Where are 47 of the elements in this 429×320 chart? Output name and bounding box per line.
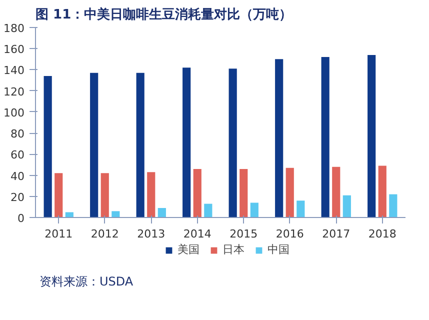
bar	[112, 211, 120, 218]
y-tick-label: 40	[10, 170, 25, 183]
bar	[389, 194, 398, 218]
bar	[250, 202, 258, 218]
y-tick-label: 120	[4, 85, 25, 98]
bar	[275, 59, 284, 218]
x-tick-label: 2017	[322, 228, 350, 240]
x-tick-label: 2018	[368, 228, 396, 240]
bar	[368, 54, 376, 218]
bar	[136, 72, 144, 218]
bar	[228, 68, 237, 218]
bar	[332, 166, 340, 218]
y-tick-label: 20	[10, 190, 25, 204]
bar	[158, 208, 166, 218]
legend-label: 日本	[222, 242, 244, 257]
y-tick-label: 140	[4, 64, 25, 78]
chart-title: 图 11：中美日咖啡生豆消耗量对比（万吨）	[36, 6, 292, 22]
bar	[147, 172, 156, 218]
x-tick-label: 2014	[183, 228, 212, 240]
bar	[342, 195, 351, 218]
legend-label: 中国	[268, 242, 290, 257]
x-tick-label: 2015	[230, 228, 258, 240]
y-tick-label: 60	[10, 148, 25, 162]
x-tick-label: 2012	[90, 228, 119, 240]
bar	[65, 212, 74, 218]
text: 资料来源：USDA	[40, 274, 134, 288]
bar	[100, 173, 109, 218]
x-tick-label: 2013	[137, 228, 166, 240]
bar	[204, 204, 212, 218]
bar	[54, 173, 63, 218]
bar	[321, 57, 330, 218]
bar	[286, 168, 294, 218]
y-tick-label: 0	[18, 212, 24, 225]
y-tick-label: 80	[10, 128, 25, 141]
x-tick-label: 2011	[44, 228, 73, 240]
bar	[378, 166, 386, 218]
bar	[296, 200, 305, 218]
bar	[193, 168, 202, 218]
bar	[90, 72, 98, 218]
y-tick-label: 100	[4, 106, 25, 120]
x-tick-label: 2016	[276, 228, 304, 240]
bar	[44, 76, 52, 218]
legend-label: 美国	[178, 242, 200, 257]
y-tick-label: 160	[4, 43, 25, 56]
bar	[240, 168, 248, 218]
bar	[182, 68, 191, 218]
y-tick-label: 180	[4, 22, 25, 35]
